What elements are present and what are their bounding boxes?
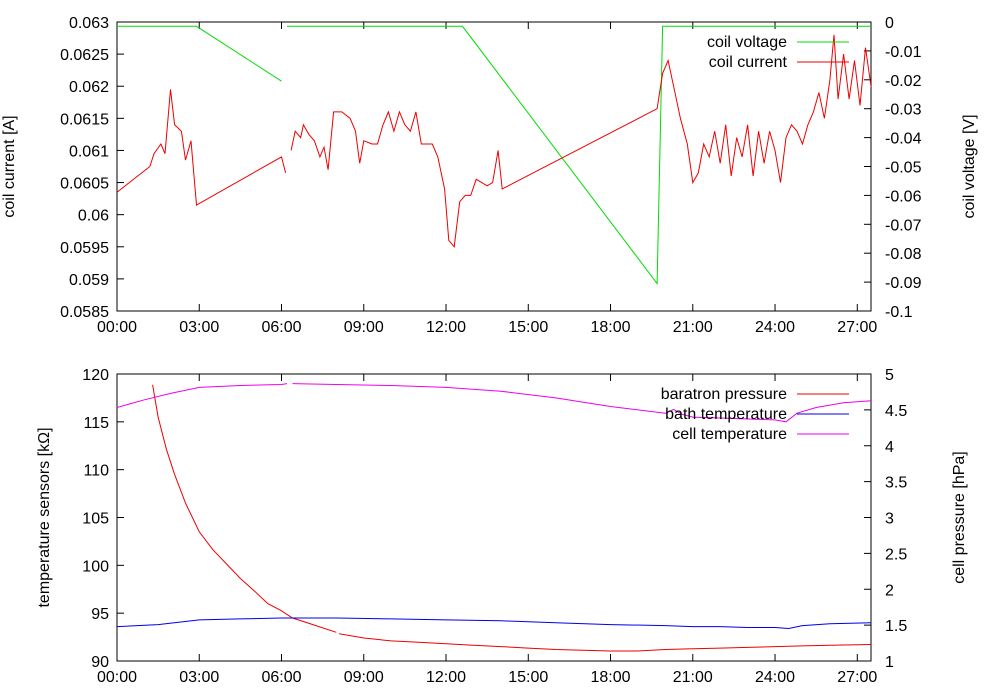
y2-tick-label: 0 [885,15,894,32]
y-tick-label: 0.062 [69,79,109,96]
series-line-coil-current [117,89,287,206]
y2-tick-label: -0.04 [885,131,922,148]
x-tick-label: 21:00 [673,319,713,336]
series-group [117,25,871,285]
y2-axis-label: coil voltage [V] [961,114,978,218]
y-tick-label: 0.06 [78,208,109,225]
series-line-baratron-pressure [339,633,871,652]
y2-tick-label: 2.5 [885,546,907,563]
y2-tick-label: -0.09 [885,275,922,292]
x-tick-label: 00:00 [97,319,137,336]
y2-tick-label: -0.02 [885,73,922,90]
series-line-coil-voltage [287,25,871,285]
series-line-cell-temperature [292,383,871,423]
x-tick-label: 15:00 [508,669,548,686]
y2-tick-label: -0.1 [885,304,913,321]
y-tick-label: 0.0615 [60,111,109,128]
y-tick-label: 90 [91,654,109,671]
y2-tick-label: 1.5 [885,618,907,635]
y2-tick-label: 1 [885,654,894,671]
series-line-coil-current [290,34,871,248]
y2-tick-label: -0.05 [885,160,922,177]
y-tick-label: 100 [82,558,109,575]
top-chart: 00:00 03:00 06:00 09:00 12:00 15:00 18:00 21:00… [1,15,978,336]
y2-tick-label: -0.01 [885,44,922,61]
x-tick-label: 21:00 [673,669,713,686]
series-line-bath-temperature [117,617,871,630]
y2-tick-label: -0.08 [885,246,922,263]
y-tick-label: 0.059 [69,272,109,289]
x-tick-label: 24:00 [755,319,795,336]
legend-label-cell-temperature: cell temperature [672,426,787,443]
x-tick-label: 03:00 [179,669,219,686]
x-tick-label: 18:00 [591,319,631,336]
y2-tick-label: 3.5 [885,475,907,492]
y-axis-label: coil current [A] [1,115,18,217]
y2-tick-label: -0.07 [885,217,922,234]
y2-tick-label: 3 [885,511,894,528]
y-tick-label: 120 [82,367,109,384]
series-line-coil-voltage [117,25,282,82]
y-tick-label: 105 [82,511,109,528]
x-tick-label: 15:00 [508,319,548,336]
x-tick-label: 12:00 [426,669,466,686]
y-tick-label: 0.0625 [60,47,109,64]
x-tick-label: 09:00 [344,319,384,336]
y2-tick-label: -0.06 [885,188,922,205]
series-line-baratron-pressure [152,384,337,633]
x-tick-label: 06:00 [261,669,301,686]
y2-tick-label: 5 [885,367,894,384]
y-tick-label: 0.0605 [60,176,109,193]
y2-tick-label: 4.5 [885,403,907,420]
y-tick-label: 0.0595 [60,240,109,257]
y-tick-label: 110 [83,463,109,480]
legend-label-coil-current: coil current [709,54,788,71]
y2-tick-label: 4 [885,439,894,456]
y2-axis-label: cell pressure [hPa] [951,451,968,584]
y2-tick-label: 2 [885,582,894,599]
x-tick-label: 24:00 [755,669,795,686]
x-tick-label: 12:00 [426,319,466,336]
x-tick-label: 27:00 [837,319,877,336]
y2-tick-label: -0.03 [885,102,922,119]
x-tick-label: 18:00 [591,669,631,686]
legend-label-baratron-pressure: baratron pressure [661,386,787,403]
y-tick-label: 0.061 [69,143,109,160]
y-tick-label: 115 [83,415,109,432]
x-tick-label: 06:00 [261,319,301,336]
x-tick-label: 09:00 [344,669,384,686]
x-tick-label: 27:00 [837,669,877,686]
x-tick-label: 03:00 [179,319,219,336]
series-line-cell-temperature [117,383,288,408]
x-tick-label: 00:00 [97,669,137,686]
bottom-chart: 00:00 03:00 06:00 09:00 12:00 15:00 18:00 21:00… [36,367,968,686]
y-tick-label: 0.063 [69,15,109,32]
legend-label-bath-temperature: bath temperature [665,406,787,423]
series-group [117,383,871,652]
y-axis-label: temperature sensors [kΩ] [36,427,53,607]
y-tick-label: 0.0585 [60,304,109,321]
legend-label-coil-voltage: coil voltage [707,34,787,51]
y-tick-label: 95 [91,606,109,623]
